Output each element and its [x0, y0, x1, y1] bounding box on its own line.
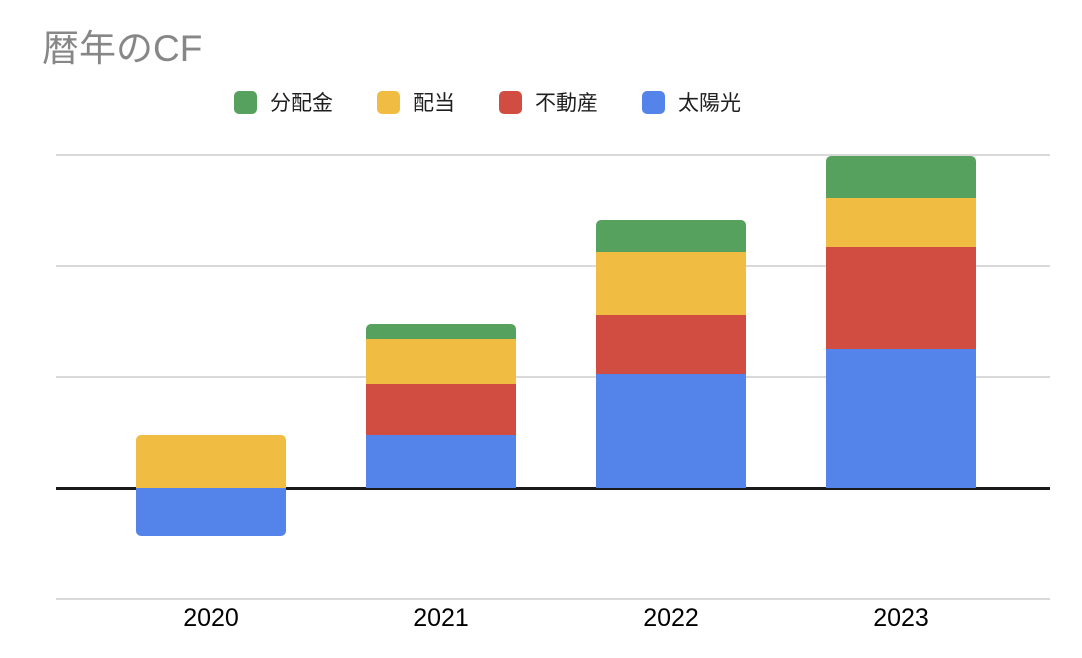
legend-item-配当[interactable]: 配当 — [377, 87, 455, 117]
x-axis-label-2022: 2022 — [643, 604, 699, 632]
bar-segment-2021-配当[interactable] — [366, 339, 516, 384]
legend: 分配金 配当 不動産 太陽光 — [234, 87, 741, 117]
legend-swatch-icon — [234, 90, 257, 114]
legend-item-太陽光[interactable]: 太陽光 — [642, 87, 741, 117]
x-axis-label-2021: 2021 — [413, 604, 469, 632]
bar-segment-2022-不動産[interactable] — [596, 314, 746, 374]
bar-segment-2021-太陽光[interactable] — [366, 434, 516, 488]
bar-segment-2022-配当[interactable] — [596, 251, 746, 315]
bar-segment-2021-不動産[interactable] — [366, 383, 516, 435]
bar-segment-2020-太陽光[interactable] — [136, 488, 286, 536]
x-axis-label-2023: 2023 — [873, 604, 929, 632]
gridline — [56, 265, 1050, 267]
legend-swatch-icon — [642, 90, 665, 114]
gridline — [56, 598, 1050, 600]
legend-label: 配当 — [413, 92, 455, 115]
bar-segment-2023-太陽光[interactable] — [826, 349, 976, 488]
bar-segment-2020-配当[interactable] — [136, 434, 286, 488]
bar-segment-2021-分配金[interactable] — [366, 323, 516, 340]
legend-item-分配金[interactable]: 分配金 — [234, 87, 333, 117]
legend-item-不動産[interactable]: 不動産 — [499, 87, 598, 117]
bar-segment-2022-分配金[interactable] — [596, 220, 746, 252]
bar-segment-2023-不動産[interactable] — [826, 247, 976, 350]
x-axis-label-2020: 2020 — [183, 604, 239, 632]
bar-segment-2023-分配金[interactable] — [826, 156, 976, 199]
legend-label: 不動産 — [535, 92, 598, 115]
gridline — [56, 376, 1050, 378]
legend-swatch-icon — [499, 90, 522, 114]
bar-segment-2022-太陽光[interactable] — [596, 373, 746, 488]
legend-label: 太陽光 — [678, 92, 741, 115]
legend-swatch-icon — [377, 90, 400, 114]
legend-label: 分配金 — [270, 92, 333, 115]
x-axis-zero-line — [56, 486, 1050, 490]
chart-title: 暦年のCF — [42, 28, 203, 69]
bar-segment-2023-配当[interactable] — [826, 198, 976, 248]
gridline — [56, 154, 1050, 156]
